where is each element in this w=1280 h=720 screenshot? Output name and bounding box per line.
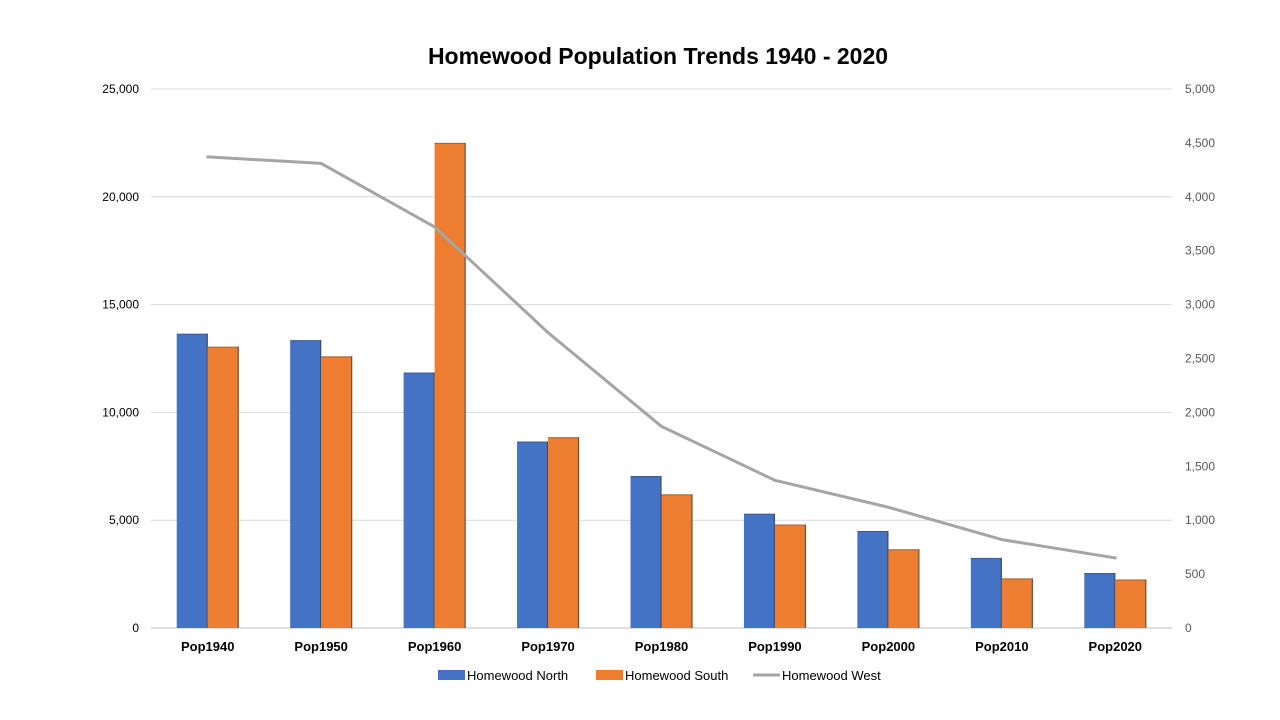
bar-homewood-south <box>888 549 920 628</box>
legend-label: Homewood South <box>625 668 728 683</box>
right-tick-label: 5,000 <box>1185 82 1215 96</box>
line-point <box>433 225 437 229</box>
bar-homewood-south <box>321 356 353 628</box>
right-tick-label: 2,500 <box>1185 352 1215 366</box>
line-point <box>319 161 323 165</box>
bar-homewood-south <box>434 142 466 628</box>
right-tick-label: 2,000 <box>1185 405 1215 419</box>
category-label: Pop1940 <box>181 639 234 654</box>
category-label: Pop2010 <box>975 639 1028 654</box>
bar-homewood-north <box>970 557 1002 628</box>
legend-label: Homewood West <box>782 668 881 683</box>
left-tick-label: 15,000 <box>102 298 139 312</box>
right-tick-label: 500 <box>1185 567 1205 581</box>
line-point <box>546 331 550 335</box>
line-point <box>773 478 777 482</box>
left-tick-label: 25,000 <box>102 82 139 96</box>
right-tick-label: 3,500 <box>1185 244 1215 258</box>
left-tick-label: 5,000 <box>109 513 139 527</box>
bar-homewood-north <box>517 441 549 628</box>
line-point <box>1000 538 1004 542</box>
line-series <box>206 155 1117 560</box>
line-point <box>660 424 663 428</box>
left-tick-label: 10,000 <box>102 405 139 419</box>
category-label: Pop1960 <box>408 639 461 654</box>
bar-homewood-north <box>630 476 662 628</box>
bar-homewood-south <box>1115 579 1147 628</box>
line-point <box>1113 556 1117 560</box>
category-axis: Pop1940 Pop1950 Pop1960 Pop1970 Pop1980 Pop19… <box>181 639 1142 654</box>
right-axis: 0 500 1,000 1,500 2,000 2,500 3,000 3,500 4,000 4… <box>1185 82 1215 635</box>
category-label: Pop1970 <box>521 639 574 654</box>
category-label: Pop2000 <box>862 639 915 654</box>
bar-homewood-north <box>290 340 322 628</box>
bar-homewood-south <box>661 494 693 628</box>
line-point <box>886 505 890 509</box>
right-tick-label: 4,000 <box>1185 190 1215 204</box>
bar-homewood-north <box>857 530 889 628</box>
right-tick-label: 1,500 <box>1185 459 1215 473</box>
left-tick-label: 0 <box>132 621 139 635</box>
line-point <box>206 155 210 159</box>
right-tick-label: 0 <box>1185 621 1192 635</box>
left-tick-label: 20,000 <box>102 190 139 204</box>
category-label: Pop1980 <box>635 639 688 654</box>
bar-homewood-north <box>1084 573 1116 628</box>
bar-homewood-south <box>207 346 239 628</box>
chart-title: Homewood Population Trends 1940 - 2020 <box>428 43 888 69</box>
bar-homewood-north <box>176 333 208 628</box>
bar-homewood-north <box>743 513 775 628</box>
bar-series <box>176 142 1147 628</box>
bar-homewood-south <box>774 524 806 628</box>
right-tick-label: 4,500 <box>1185 136 1215 150</box>
legend-label: Homewood North <box>467 668 568 683</box>
category-label: Pop2020 <box>1089 639 1142 654</box>
right-tick-label: 1,000 <box>1185 513 1215 527</box>
category-label: Pop1990 <box>748 639 801 654</box>
bar-homewood-south <box>1001 578 1033 628</box>
category-label: Pop1950 <box>294 639 347 654</box>
legend-swatch <box>596 670 623 680</box>
bar-homewood-south <box>548 437 580 628</box>
legend: Homewood North Homewood South Homewood Wes… <box>438 668 881 683</box>
left-axis: 0 5,000 10,000 15,000 20,000 25,000 <box>102 82 139 635</box>
bar-homewood-north <box>403 372 435 628</box>
right-tick-label: 3,000 <box>1185 298 1215 312</box>
legend-swatch <box>438 670 465 680</box>
